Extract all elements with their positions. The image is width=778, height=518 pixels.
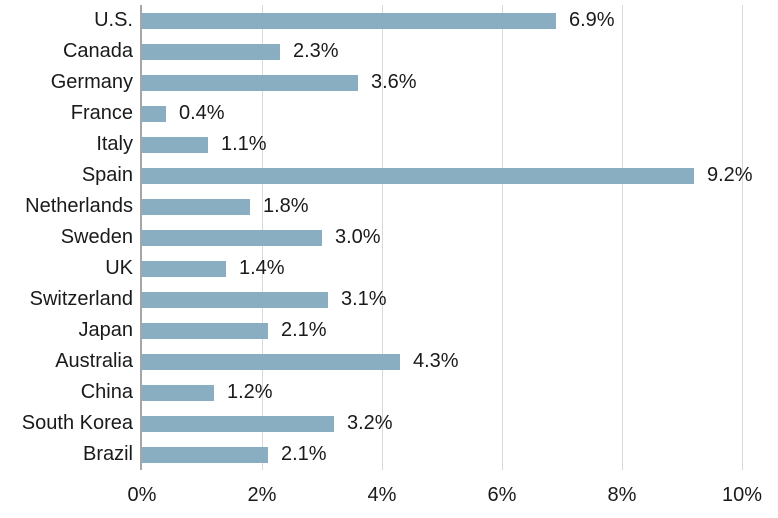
chart-row: 4.3% [142, 346, 742, 377]
chart-row: 9.2% [142, 160, 753, 191]
chart-row: 2.1% [142, 439, 742, 470]
gridline [742, 5, 743, 470]
value-label: 3.2% [347, 412, 393, 434]
chart-row: 1.4% [142, 253, 742, 284]
plot-area: 6.9% 2.3% 3.6% 0.4% 1.1% 9.2% 1.8% 3.0% 1.4% 3.1%… [140, 5, 753, 470]
category-label: Spain [81, 164, 133, 186]
value-label: 0.4% [179, 102, 225, 124]
bar [142, 446, 268, 463]
x-axis-tick-labels: 0% 2% 4% 6% 8% 10% [0, 484, 778, 514]
value-label: 1.2% [227, 381, 273, 403]
chart-row: 6.9% [142, 5, 742, 36]
category-label: UK [105, 257, 133, 279]
gridline [382, 5, 383, 470]
bar [142, 291, 328, 308]
chart-row: 1.2% [142, 377, 742, 408]
chart-row: 3.2% [142, 408, 742, 439]
category-label: Australia [55, 350, 133, 372]
gridline [622, 5, 623, 470]
bar [142, 384, 214, 401]
value-label: 3.0% [335, 226, 381, 248]
category-label: Sweden [60, 226, 133, 248]
value-label: 2.1% [281, 319, 327, 341]
bar [142, 229, 322, 246]
chart-row: 1.8% [142, 191, 742, 222]
bar-rows: 6.9% 2.3% 3.6% 0.4% 1.1% 9.2% 1.8% 3.0% 1.4% 3.1%… [142, 5, 753, 470]
category-label: Canada [62, 40, 133, 62]
value-label: 1.1% [221, 133, 267, 155]
bar [142, 105, 166, 122]
category-label: Brazil [82, 443, 133, 465]
chart-row: 2.3% [142, 36, 742, 67]
bar [142, 322, 268, 339]
chart-row: 3.6% [142, 67, 742, 98]
bar [142, 136, 208, 153]
category-label: Switzerland [29, 288, 133, 310]
bar [142, 260, 226, 277]
category-label: Germany [50, 71, 133, 93]
value-label: 2.3% [293, 40, 339, 62]
category-label: Netherlands [25, 195, 133, 217]
value-label: 4.3% [413, 350, 459, 372]
chart-row: 0.4% [142, 98, 742, 129]
value-label: 2.1% [281, 443, 327, 465]
y-axis-labels: U.S. Canada Germany France Italy Spain Netherl… [0, 5, 133, 470]
bar [142, 353, 400, 370]
bar [142, 12, 556, 29]
bar [142, 167, 694, 184]
x-tick-label: 6% [487, 484, 517, 506]
category-label: China [80, 381, 133, 403]
x-tick-label: 4% [367, 484, 397, 506]
bar [142, 198, 250, 215]
chart-row: 3.1% [142, 284, 742, 315]
category-label: Japan [78, 319, 134, 341]
x-tick-label: 2% [247, 484, 277, 506]
value-label: 1.8% [263, 195, 309, 217]
bar [142, 415, 334, 432]
x-tick-label: 8% [607, 484, 637, 506]
category-label: Italy [96, 133, 133, 155]
bar [142, 43, 280, 60]
value-label: 1.4% [239, 257, 285, 279]
value-label: 3.6% [371, 71, 417, 93]
chart-row: 1.1% [142, 129, 742, 160]
chart-row: 2.1% [142, 315, 742, 346]
bar [142, 74, 358, 91]
category-label: France [70, 102, 133, 124]
value-label: 6.9% [569, 9, 615, 31]
gridline [502, 5, 503, 470]
x-tick-label: 10% [721, 484, 763, 506]
category-label: South Korea [21, 412, 133, 434]
chart-row: 3.0% [142, 222, 742, 253]
value-label: 3.1% [341, 288, 387, 310]
category-label: U.S. [94, 9, 133, 31]
x-tick-label: 0% [127, 484, 157, 506]
y-axis-line [140, 5, 142, 470]
value-label: 9.2% [707, 164, 753, 186]
